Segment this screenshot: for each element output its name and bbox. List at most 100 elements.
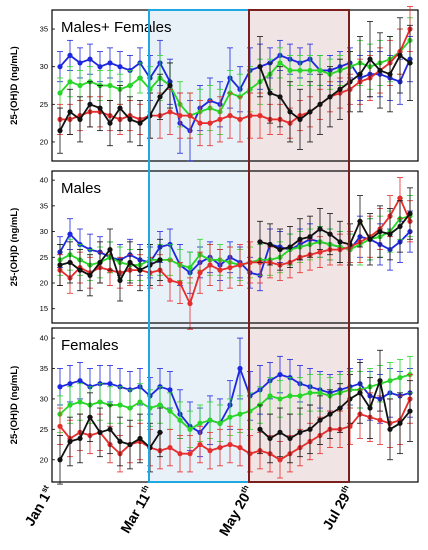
data-point — [67, 438, 73, 445]
data-point — [97, 399, 103, 405]
data-point — [237, 444, 243, 451]
data-point — [117, 277, 123, 284]
data-point — [187, 113, 193, 119]
data-point — [357, 218, 363, 224]
data-point — [237, 365, 243, 372]
data-point — [57, 64, 63, 70]
series-black — [57, 349, 413, 485]
data-point — [287, 435, 293, 442]
data-point — [337, 405, 343, 411]
data-point — [397, 375, 403, 381]
data-point — [67, 231, 73, 237]
data-point — [357, 390, 363, 396]
data-point — [307, 390, 313, 396]
y-tick-label: 20 — [40, 455, 48, 464]
data-point — [207, 120, 213, 126]
data-point — [187, 264, 193, 271]
data-point — [227, 414, 233, 420]
data-point — [257, 64, 263, 70]
data-point — [267, 241, 273, 248]
data-point — [57, 128, 63, 134]
data-point — [97, 429, 103, 435]
x-date-label-suffix: st — [39, 483, 51, 494]
data-point — [127, 259, 133, 266]
data-point — [127, 82, 133, 89]
data-point — [157, 257, 163, 263]
data-point — [67, 79, 73, 85]
x-date-label-main: Jul 29 — [319, 490, 353, 533]
data-point — [157, 402, 163, 408]
data-point — [267, 90, 273, 96]
data-point — [297, 393, 303, 399]
data-point — [167, 444, 173, 451]
data-point — [187, 426, 193, 432]
x-date-label-suffix: th — [339, 483, 351, 494]
data-point — [257, 239, 263, 245]
data-point — [387, 71, 393, 77]
data-point — [317, 249, 323, 255]
data-point — [397, 223, 403, 230]
data-point — [287, 393, 293, 399]
y-tick-label: 35 — [40, 25, 48, 34]
data-point — [267, 393, 273, 399]
data-point — [277, 94, 283, 100]
data-point — [167, 277, 173, 284]
series-black — [57, 187, 413, 302]
data-point — [97, 259, 103, 266]
data-point — [257, 113, 263, 119]
shaded-regions-layer — [148, 9, 350, 483]
data-point — [327, 231, 333, 237]
data-point — [387, 378, 393, 384]
data-point — [317, 226, 323, 232]
data-point — [307, 109, 313, 115]
data-point — [157, 429, 163, 435]
data-point — [257, 426, 263, 432]
shaded-region-border-2 — [248, 9, 350, 483]
data-point — [137, 75, 143, 81]
data-point — [287, 109, 293, 115]
data-point — [237, 262, 243, 268]
data-point — [67, 52, 73, 58]
data-point — [87, 272, 93, 278]
data-point — [407, 210, 413, 217]
data-point — [317, 67, 323, 74]
y-tick-label: 20 — [40, 137, 48, 146]
data-point — [287, 244, 293, 250]
data-point — [297, 236, 303, 242]
data-point — [117, 64, 123, 70]
data-point — [407, 408, 413, 414]
panel-3: 20 25 30 35 40 25-(OH)D (ng/mL) Females — [9, 327, 419, 485]
data-point — [97, 105, 103, 111]
data-point — [67, 402, 73, 408]
data-point — [237, 411, 243, 417]
data-point — [317, 417, 323, 423]
data-point — [397, 195, 403, 201]
data-point — [207, 417, 213, 423]
data-point — [167, 408, 173, 414]
data-point — [107, 120, 113, 126]
panel-1: 20 25 30 35 25-(OH)D (ng/mL) Males+ Females — [9, 6, 419, 162]
y-tick-label: 40 — [40, 176, 48, 185]
data-point — [107, 246, 113, 253]
data-point — [377, 417, 383, 423]
data-point — [177, 113, 183, 119]
data-point — [177, 451, 183, 457]
x-date-label-main: Jan 1 — [21, 489, 53, 528]
series-line — [259, 54, 411, 121]
data-point — [317, 101, 323, 107]
y-axis-label: 25-(OH)D (ng/mL) — [9, 208, 20, 287]
x-date-label-4: Jul 29th — [319, 483, 357, 532]
panels-layer: 20 25 30 35 25-(OH)D (ng/mL) Males+ Females 15… — [9, 6, 419, 485]
data-point — [137, 435, 143, 442]
panel-title: Females — [61, 337, 119, 354]
y-tick-label: 25 — [40, 100, 48, 109]
x-date-label-suffix: th — [239, 483, 251, 494]
series-line — [259, 379, 411, 440]
data-point — [127, 441, 133, 448]
data-point — [57, 90, 63, 96]
data-point — [57, 262, 63, 268]
data-point — [337, 86, 343, 92]
data-point — [207, 448, 213, 454]
data-point — [197, 441, 203, 448]
